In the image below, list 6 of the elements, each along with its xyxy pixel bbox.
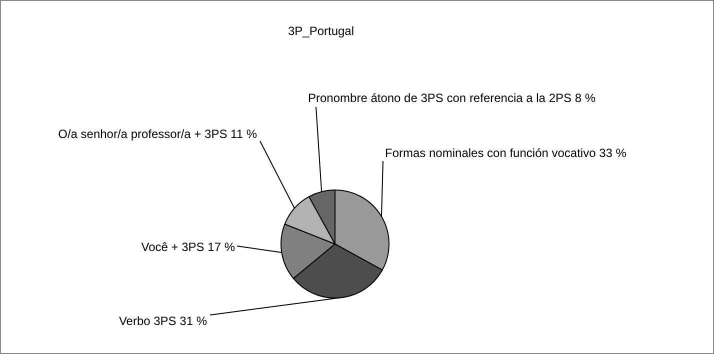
slice-label: Pronombre átono de 3PS con referencia a la 2PS 8 %	[308, 91, 596, 105]
chart-title: 3P_Portugal	[288, 24, 354, 38]
slice-label: Verbo 3PS 31 %	[118, 314, 208, 328]
slice-label: Formas nominales con función vocativo 33 %	[385, 146, 627, 160]
slice-label: O/a senhor/a professor/a + 3PS 11 %	[58, 127, 258, 141]
slice-label: Você + 3PS 17 %	[141, 240, 236, 254]
